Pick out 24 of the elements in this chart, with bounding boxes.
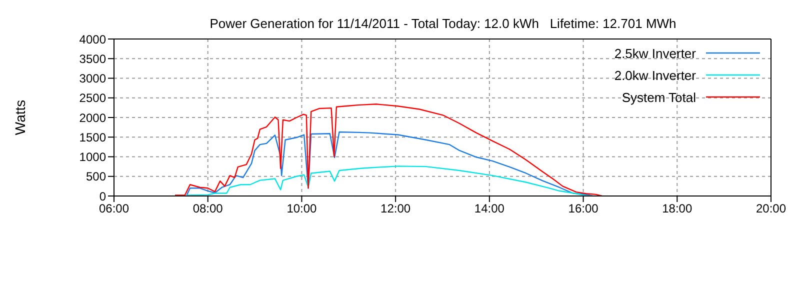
x-tick-label: 16:00 [568,202,599,216]
y-tick-label: 4000 [79,32,106,46]
y-tick-label: 500 [86,170,106,184]
x-tick-label: 18:00 [662,202,692,216]
y-tick-label: 1000 [79,150,106,164]
y-tick-label: 2500 [79,91,106,106]
y-tick-label: 1500 [79,130,106,144]
y-tick-label: 3500 [79,52,106,66]
x-tick-label: 06:00 [98,202,130,216]
x-tick-label: 10:00 [286,202,318,216]
y-tick-label: 3000 [79,72,106,86]
x-tick-label: 14:00 [474,202,505,216]
legend-label: System Total [622,90,696,104]
chart-title: Power Generation for 11/14/2011 - Total Today: 12.0 kWh Lifetime: 12.701 MWh [208,16,678,31]
legend-label: 2.5kw Inverter [614,46,696,60]
y-axis-title: Watts [12,100,28,136]
x-tick-label: 12:00 [380,202,411,216]
x-tick-label: 08:00 [192,202,224,216]
line-series [174,104,603,196]
y-tick-label: 0 [99,189,106,204]
y-tick-label: 2000 [79,110,106,125]
x-tick-label: 20:00 [756,202,786,216]
legend-label: 2.0kw Inverter [614,68,696,82]
line-series [186,131,594,196]
